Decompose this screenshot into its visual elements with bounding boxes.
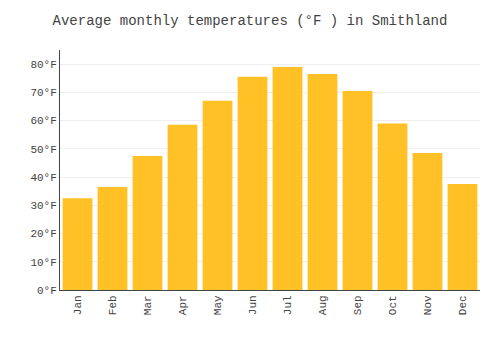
svg-text:Oct: Oct (387, 295, 399, 315)
svg-text:0°F: 0°F (37, 285, 57, 297)
svg-text:Jul: Jul (282, 295, 294, 315)
svg-text:10°F: 10°F (30, 257, 56, 269)
svg-text:Average monthly temperatures (: Average monthly temperatures (°F ) in Sm… (53, 13, 448, 29)
svg-text:70°F: 70°F (30, 87, 56, 99)
svg-text:May: May (212, 295, 224, 315)
svg-text:Jan: Jan (72, 295, 84, 315)
svg-text:Mar: Mar (142, 295, 154, 315)
svg-text:Apr: Apr (177, 295, 189, 315)
svg-text:30°F: 30°F (30, 200, 56, 212)
svg-text:Jun: Jun (247, 295, 259, 315)
svg-text:Dec: Dec (457, 295, 469, 315)
svg-text:50°F: 50°F (30, 144, 56, 156)
svg-text:Aug: Aug (317, 295, 329, 315)
svg-text:80°F: 80°F (30, 59, 56, 71)
svg-text:Feb: Feb (107, 295, 119, 315)
svg-text:20°F: 20°F (30, 228, 56, 240)
svg-text:Sep: Sep (352, 295, 364, 315)
svg-text:40°F: 40°F (30, 172, 56, 184)
svg-text:Nov: Nov (422, 295, 434, 315)
svg-text:60°F: 60°F (30, 115, 56, 127)
